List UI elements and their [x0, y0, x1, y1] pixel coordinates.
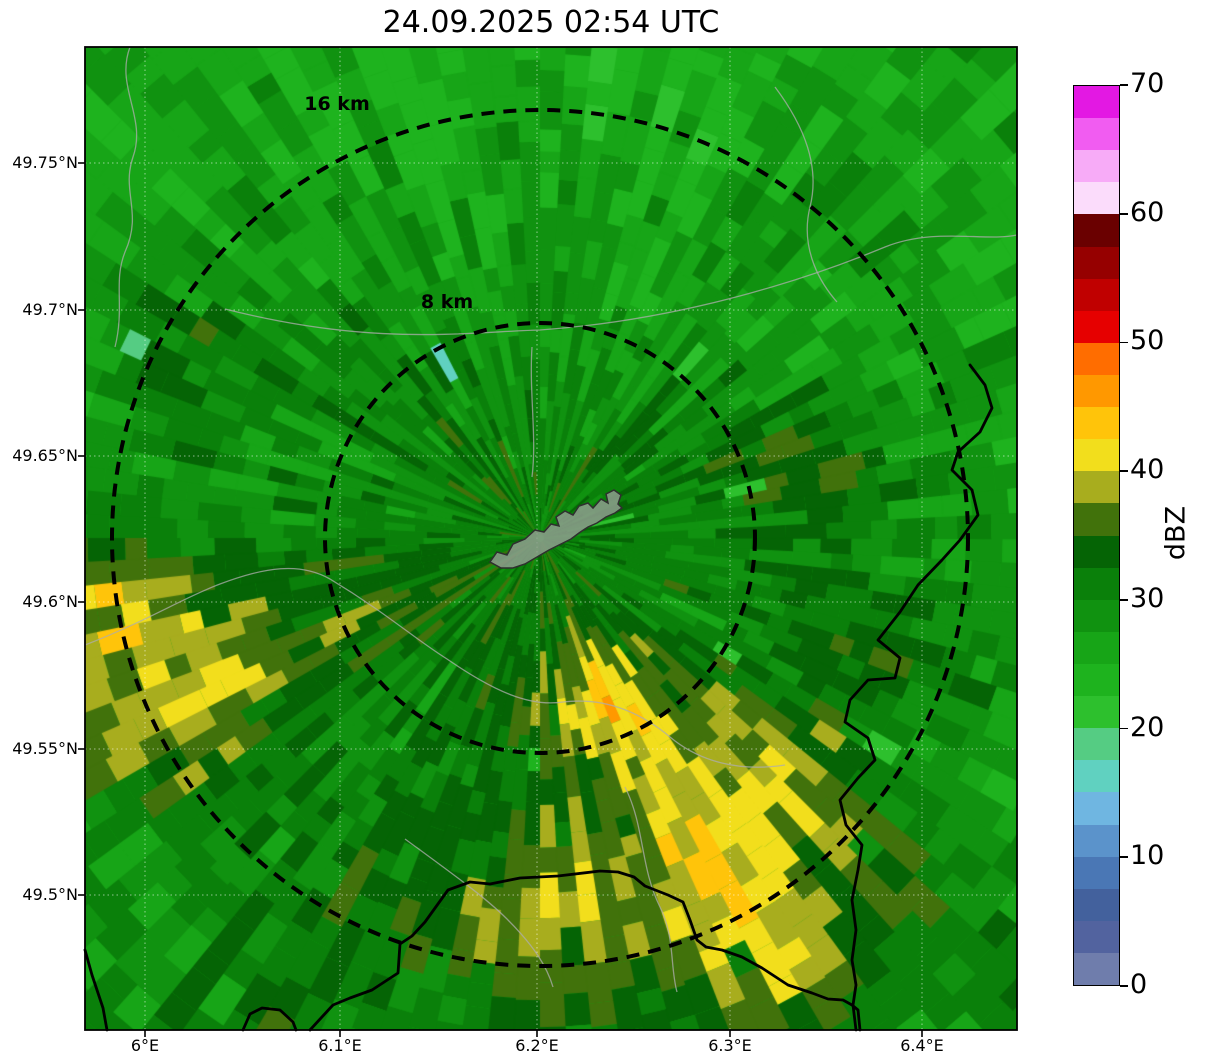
- colorbar-tick-label: 50: [1130, 325, 1165, 357]
- x-tick-label: 6.2°E: [515, 1036, 559, 1055]
- colorbar-tick-mark: [1120, 985, 1128, 987]
- x-tick-label: 6°E: [130, 1036, 160, 1055]
- colorbar-swatch: [1074, 407, 1119, 440]
- colorbar-swatch: [1074, 246, 1119, 279]
- colorbar-swatch: [1074, 663, 1119, 697]
- y-tick-label: 49.65°N: [12, 446, 78, 465]
- colorbar-swatch: [1074, 824, 1119, 857]
- colorbar-swatch: [1074, 952, 1119, 986]
- range-rings: [110, 108, 970, 968]
- x-tick-label: 6.4°E: [900, 1036, 944, 1055]
- colorbar-tick-mark: [1120, 470, 1128, 473]
- y-tick-label: 49.7°N: [22, 300, 78, 319]
- colorbar-swatch: [1074, 471, 1119, 504]
- colorbar: [1073, 85, 1120, 986]
- radar-map: 16 km 8 km: [78, 46, 1018, 1037]
- colorbar-tick-label: 70: [1130, 68, 1165, 99]
- colorbar-swatch: [1074, 728, 1119, 761]
- colorbar-swatch: [1074, 150, 1119, 183]
- y-tick-label: 49.75°N: [12, 153, 78, 172]
- colorbar-swatch: [1074, 86, 1119, 119]
- y-tick-label: 49.6°N: [22, 592, 78, 611]
- colorbar-swatch: [1074, 567, 1119, 600]
- ring-8km-label: 8 km: [421, 291, 473, 313]
- colorbar-swatch: [1074, 535, 1119, 568]
- colorbar-swatch: [1074, 278, 1119, 311]
- ring-16km: [110, 108, 970, 968]
- axis-tick-marks: [78, 162, 923, 1037]
- colorbar-swatch: [1074, 439, 1119, 472]
- colorbar-tick-mark: [1120, 212, 1128, 215]
- ring-16km-label: 16 km: [304, 93, 370, 115]
- colorbar-swatch: [1074, 792, 1119, 825]
- colorbar-tick-label: 60: [1130, 196, 1165, 228]
- colorbar-swatch: [1074, 342, 1119, 375]
- colorbar-unit-label: dBZ: [1160, 505, 1192, 561]
- plot-frame: [84, 46, 1018, 1031]
- colorbar-tick-mark: [1120, 727, 1128, 730]
- colorbar-swatch: [1074, 310, 1119, 343]
- colorbar-swatch: [1074, 631, 1119, 664]
- colorbar-tick-label: 0: [1130, 969, 1148, 1000]
- colorbar-tick-label: 30: [1130, 582, 1165, 614]
- map-overlay: 16 km 8 km: [78, 46, 1018, 1037]
- colorbar-tick-label: 10: [1130, 840, 1165, 872]
- ring-8km: [323, 321, 757, 755]
- colorbar-tick-label: 40: [1130, 454, 1165, 486]
- y-tick-label: 49.55°N: [12, 739, 78, 758]
- city-polygon: [488, 489, 624, 569]
- colorbar-swatch: [1074, 214, 1119, 247]
- colorbar-swatch: [1074, 920, 1119, 953]
- colorbar-swatch: [1074, 760, 1119, 793]
- plot-title: 24.09.2025 02:54 UTC: [382, 5, 720, 40]
- colorbar-swatches: [1074, 86, 1119, 986]
- colorbar-tick-mark: [1120, 84, 1128, 86]
- colorbar-tick-label: 20: [1130, 711, 1165, 743]
- colorbar-swatch: [1074, 374, 1119, 408]
- colorbar-swatch: [1074, 856, 1119, 889]
- y-tick-label: 49.5°N: [22, 885, 78, 904]
- roads-rivers: [84, 46, 1018, 993]
- colorbar-tick-mark: [1120, 856, 1128, 859]
- colorbar-swatch: [1074, 888, 1119, 921]
- colorbar-swatch: [1074, 696, 1119, 729]
- colorbar-tick-mark: [1120, 341, 1128, 344]
- colorbar-swatch: [1074, 503, 1119, 536]
- colorbar-swatch: [1074, 182, 1119, 215]
- colorbar-swatch: [1074, 599, 1119, 632]
- country-borders: [83, 363, 994, 1032]
- x-tick-label: 6.3°E: [708, 1036, 752, 1055]
- colorbar-swatch: [1074, 118, 1119, 151]
- x-tick-label: 6.1°E: [318, 1036, 362, 1055]
- colorbar-tick-mark: [1120, 598, 1128, 601]
